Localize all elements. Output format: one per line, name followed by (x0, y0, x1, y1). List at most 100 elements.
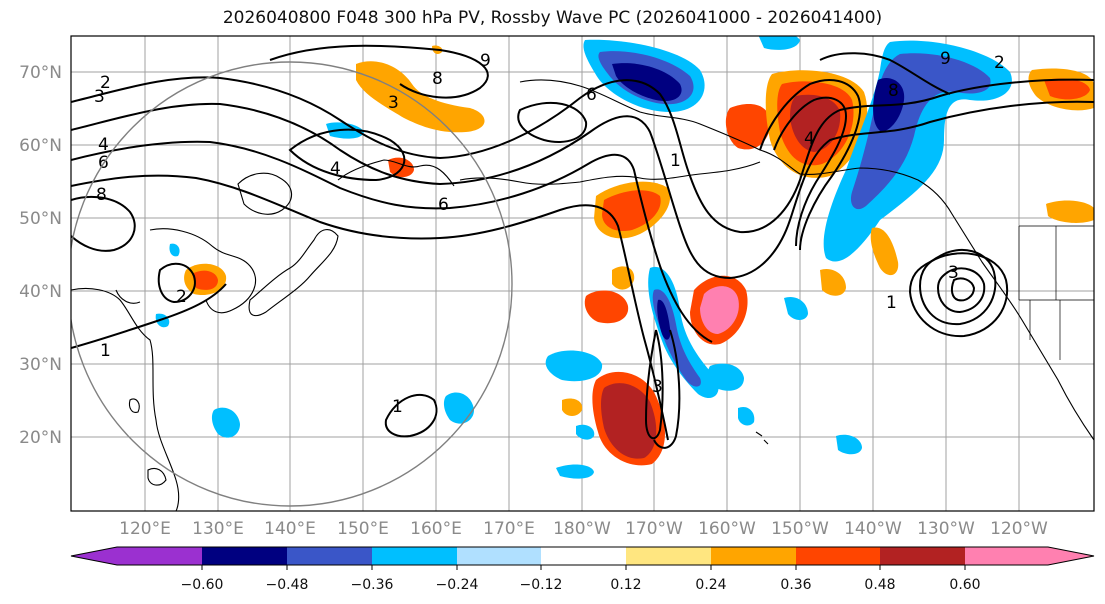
coast-japan (248, 229, 339, 317)
colorbar-bin-5 (457, 547, 541, 565)
contour-label-19: 4 (804, 129, 815, 149)
pv-contour-main-4 (71, 174, 669, 441)
lon-label-130e: 130°E (192, 519, 244, 539)
pv-contour-trough-2 (653, 329, 681, 449)
colorbar-bin-11 (965, 547, 1048, 565)
range-circle (71, 61, 513, 507)
neg-anomaly-small-10 (576, 424, 595, 440)
contour-label-20: 3 (652, 377, 663, 397)
colorbar-extend-low (71, 547, 117, 565)
map-panel: 9 8 6 4 3 2 1 6 8 4 3 2 1 3 1 9 8 6 4 3 (70, 35, 1095, 512)
colorbar-bin-8 (711, 547, 796, 565)
neg-anomaly-small-11 (758, 36, 800, 50)
longitude-labels: 120°E 130°E 140°E 150°E 160°E 170°E 180°… (119, 519, 1048, 539)
pv-contour-main-1 (71, 76, 1094, 234)
lon-label-180w: 180°W (553, 519, 611, 539)
contour-label-10: 4 (330, 159, 341, 179)
coast-yellow-sea (115, 289, 141, 304)
contour-label-13: 1 (392, 397, 403, 417)
colorbar-labels: −0.60 −0.48 −0.36 −0.24 −0.12 0.12 0.24 … (181, 577, 981, 593)
coast-korea-manchuria (149, 228, 257, 314)
neg-anomaly-small-2 (443, 392, 474, 424)
coast-taiwan (128, 398, 140, 413)
contour-label-18: 6 (586, 85, 597, 105)
map-title: 2026040800 F048 300 hPa PV, Rossby Wave … (222, 8, 883, 28)
pos-anomaly-small-6 (820, 268, 846, 296)
coast-sakhalin (237, 172, 293, 215)
colorbar-bin-7 (626, 547, 711, 565)
lon-label-120e: 120°E (119, 519, 171, 539)
state-borders (1018, 225, 1094, 360)
pv-contours (71, 44, 1094, 449)
colorbar-bin-3 (287, 547, 372, 565)
pv-contour-lobe-1 (288, 128, 406, 182)
colorbar-label-3: −0.36 (351, 577, 394, 593)
lat-label-70n: 70°N (19, 63, 62, 83)
contour-label-5: 3 (94, 87, 105, 107)
contour-label-17: 8 (888, 81, 899, 101)
lon-label-150w: 150°W (771, 519, 829, 539)
coast-aleutians (459, 161, 761, 185)
pv-contour-north-1 (269, 44, 489, 99)
coast-north-america (799, 167, 1094, 441)
coastlines (71, 79, 1094, 511)
colorbar-outline (70, 546, 1095, 566)
contour-label-1: 9 (480, 51, 491, 71)
lon-label-140e: 140°E (264, 519, 316, 539)
pv-contour-ridge-2 (773, 96, 848, 247)
pos-anomaly-canada-core (1044, 78, 1090, 100)
coast-kamchatka (337, 159, 455, 187)
pos-anomaly-gulf-core (790, 94, 841, 152)
contour-label-8: 6 (438, 195, 449, 215)
colorbar-ticks (201, 565, 966, 570)
colorbar-label-7: 0.24 (695, 577, 726, 593)
contour-label-16: 9 (940, 49, 951, 69)
contour-label-12: 2 (176, 287, 187, 307)
lon-label-150e: 150°E (337, 519, 389, 539)
colorbar-label-9: 0.48 (864, 577, 895, 593)
latitude-labels: 70°N 60°N 50°N 40°N 30°N 20°N (19, 63, 62, 448)
neg-anomaly-small-6 (556, 464, 594, 479)
lon-label-170w: 170°W (625, 519, 683, 539)
lon-label-130w: 130°W (917, 519, 975, 539)
colorbar-label-1: −0.60 (181, 577, 224, 593)
colorbar: −0.60 −0.48 −0.36 −0.24 −0.12 0.12 0.24 … (70, 546, 1095, 593)
neg-anomaly-small-1 (545, 350, 603, 382)
neg-anomaly-bering-core (612, 63, 682, 102)
contour-label-11: 3 (388, 93, 399, 113)
colorbar-label-8: 0.36 (780, 577, 811, 593)
neg-anomaly-small-9 (738, 406, 755, 426)
lat-label-60n: 60°N (19, 136, 62, 156)
pv-contour-south-1 (71, 283, 227, 349)
pos-anomaly-gulf-west (725, 104, 771, 150)
colorbar-label-5: −0.12 (520, 577, 563, 593)
pv-contour-ridge-1 (759, 79, 862, 251)
neg-anomaly-small-13 (169, 243, 180, 257)
neg-anomaly-small-5 (836, 434, 862, 455)
coast-hawaii (755, 431, 769, 445)
pv-contour-west-1 (71, 195, 136, 252)
colorbar-label-6: 0.12 (610, 577, 641, 593)
coast-philippines-1 (147, 467, 167, 486)
pos-anomaly-pink-core (700, 286, 739, 334)
contour-label-2: 8 (432, 69, 443, 89)
lon-label-160e: 160°E (410, 519, 462, 539)
pos-anomaly-small-3 (870, 227, 899, 276)
colorbar-label-4: −0.24 (436, 577, 479, 593)
lon-label-170e: 170°E (483, 519, 535, 539)
colorbar-bin-10 (880, 547, 965, 565)
contour-label-6: 2 (100, 73, 111, 93)
colorbar-extend-high (1048, 547, 1094, 565)
lat-label-40n: 40°N (19, 282, 62, 302)
pv-contour-cutoff-4 (950, 277, 976, 302)
contour-label-15: 1 (886, 293, 897, 313)
contour-label-4: 4 (98, 135, 109, 155)
lat-label-30n: 30°N (19, 355, 62, 375)
pos-anomaly-kamchatka (356, 61, 485, 133)
contour-label-7: 1 (100, 341, 111, 361)
lon-label-140w: 140°W (844, 519, 902, 539)
lat-label-50n: 50°N (19, 209, 62, 229)
contour-label-21: 2 (994, 53, 1005, 73)
neg-anomaly-small-4 (708, 363, 744, 391)
